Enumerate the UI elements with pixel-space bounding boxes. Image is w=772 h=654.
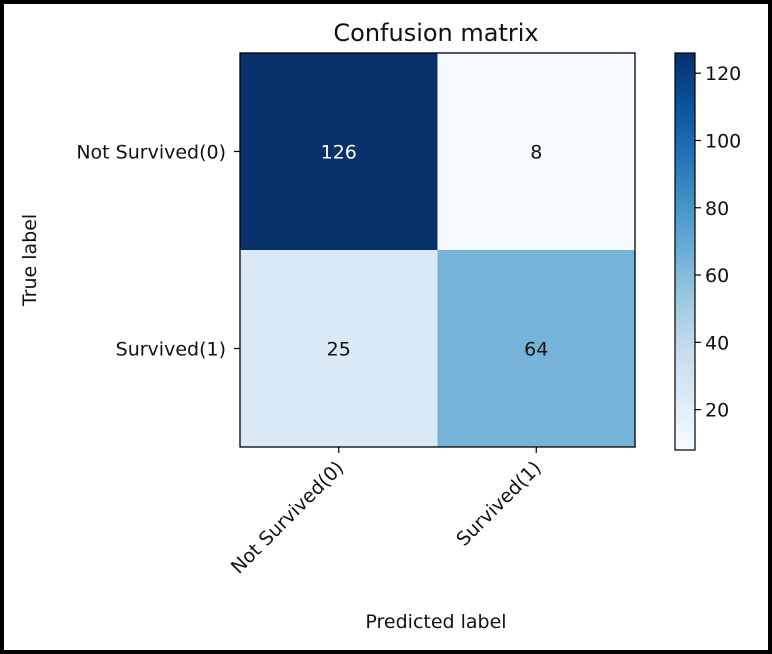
chart-title: Confusion matrix [333,19,538,47]
confusion-matrix-chart: Confusion matrix 126 8 25 64 Not Survived(0… [19,19,741,633]
x-tick-label-0: Not Survived(0) [227,457,348,578]
x-tick-label-1: Survived(1) [452,457,546,551]
heatmap-cell-r0-c0 [240,53,438,251]
figure-canvas: Confusion matrix 126 8 25 64 Not Survived(0… [4,4,768,650]
y-axis-ticks: Not Survived(0) Survived(1) [76,142,240,361]
cell-value-r0-c1: 8 [530,142,542,164]
colorbar-tick-label-4: 100 [705,130,741,152]
colorbar-tick-label-3: 80 [705,198,729,220]
colorbar-tick-label-2: 60 [705,265,729,287]
colorbar [674,52,696,451]
cell-value-r1-c0: 25 [327,339,351,361]
heatmap-cells [240,53,636,448]
heatmap-cell-labels: 126 8 25 64 [321,142,549,361]
y-tick-label-0: Not Survived(0) [76,142,226,164]
cell-value-r1-c1: 64 [524,339,548,361]
heatmap-cell-r1-c0 [240,250,438,448]
plot-frame [239,52,636,448]
y-axis-label: True label [19,214,41,307]
heatmap-cell-r0-c1 [437,53,636,251]
colorbar-tick-label-5: 120 [705,63,741,85]
heatmap-cell-r1-c1 [437,250,636,448]
y-tick-label-1: Survived(1) [116,339,226,361]
colorbar-tick-label-1: 40 [705,332,729,354]
colorbar-ticks: 20 40 60 80 100 120 [695,63,741,422]
colorbar-tick-label-0: 20 [705,400,729,422]
x-axis-label: Predicted label [365,611,506,633]
x-axis-ticks: Not Survived(0) Survived(1) [227,447,546,578]
cell-value-r0-c0: 126 [321,142,357,164]
